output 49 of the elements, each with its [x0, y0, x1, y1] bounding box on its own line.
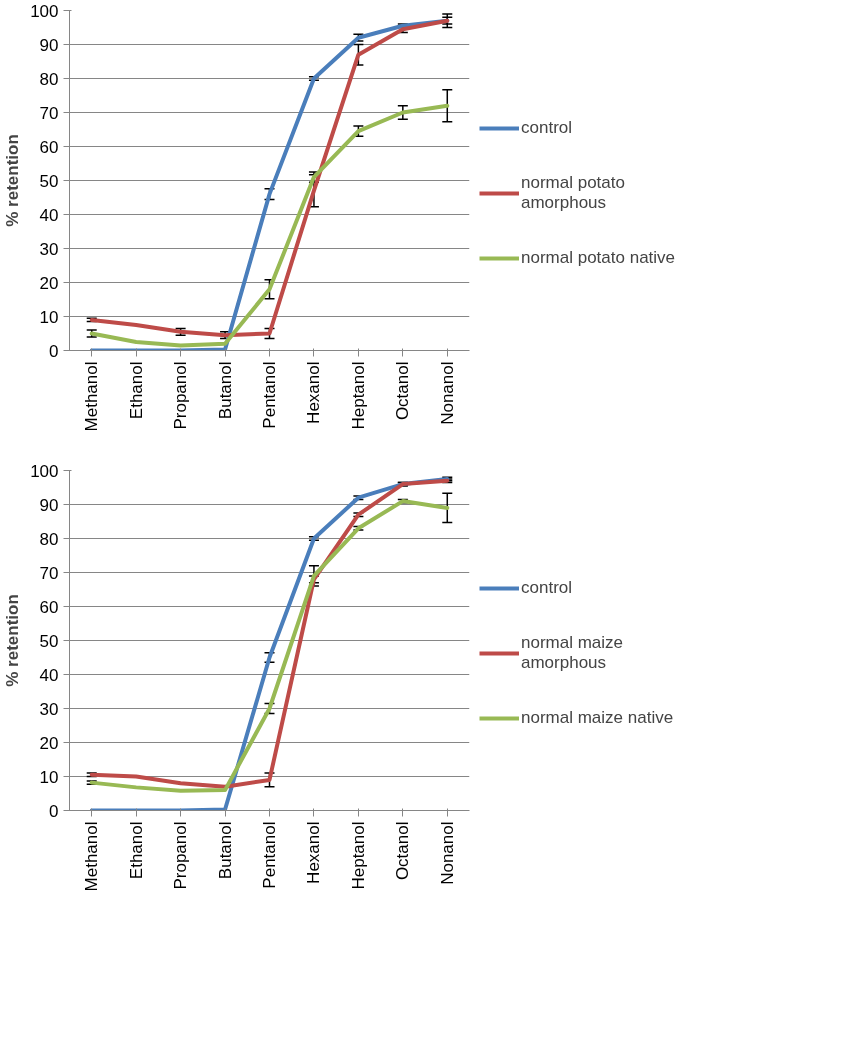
y-tick-label: 90 — [39, 495, 59, 515]
y-axis-title: % retention — [3, 134, 23, 227]
y-tick-label: 100 — [30, 1, 59, 21]
x-tick-label: Propanol — [171, 361, 191, 430]
y-tick-label: 50 — [39, 171, 59, 191]
x-tick-label: Hexanol — [304, 821, 324, 884]
line-series — [89, 103, 450, 348]
legend-label: normal maize native — [521, 708, 674, 728]
y-axis-title: % retention — [3, 594, 23, 687]
legend-label: normal maize amorphous — [521, 633, 624, 673]
y-tick-label: 60 — [39, 137, 59, 157]
x-tick-label: Nonanol — [437, 361, 457, 425]
y-tick-label: 80 — [39, 69, 59, 89]
y-tick-label: 100 — [30, 461, 59, 481]
legend-label: control — [521, 578, 573, 598]
x-tick-label: Propanol — [171, 821, 191, 890]
x-tick-label: Heptanol — [348, 361, 368, 430]
y-tick-label: 70 — [39, 563, 59, 583]
x-tick-label: Butanol — [215, 821, 235, 880]
legend-label: normal potato native — [521, 248, 676, 268]
x-tick-label: Ethanol — [126, 361, 146, 420]
y-tick-label: 0 — [49, 341, 59, 361]
x-tick-label: Heptanol — [348, 821, 368, 890]
legend-label: control — [521, 118, 573, 138]
x-tick-label: Butanol — [215, 361, 235, 420]
y-tick-label: 20 — [39, 733, 59, 753]
x-tick-label: Pentanol — [260, 821, 279, 889]
y-tick-label: 80 — [39, 529, 59, 549]
y-tick-label: 60 — [39, 597, 59, 617]
x-tick-label: Ethanol — [126, 821, 146, 880]
x-tick-label: Octanol — [393, 821, 413, 881]
x-tick-label: Methanol — [82, 361, 102, 432]
y-tick-label: 30 — [39, 699, 59, 719]
x-tick-label: Octanol — [393, 361, 413, 421]
x-tick-label: Pentanol — [260, 361, 279, 429]
y-tick-label: 50 — [39, 631, 59, 651]
y-tick-label: 0 — [49, 801, 59, 821]
y-tick-label: 90 — [39, 35, 59, 55]
x-tick-label: Nonanol — [437, 821, 457, 885]
x-tick-label: Methanol — [82, 821, 102, 892]
x-tick-label: Hexanol — [304, 361, 324, 424]
y-tick-label: 40 — [39, 205, 59, 225]
legend-label: normal potato amorphous — [521, 173, 625, 213]
y-tick-label: 10 — [39, 307, 59, 327]
y-tick-label: 10 — [39, 767, 59, 787]
y-tick-label: 70 — [39, 103, 59, 123]
y-tick-label: 20 — [39, 273, 59, 293]
y-tick-label: 30 — [39, 239, 59, 259]
y-tick-label: 40 — [39, 665, 59, 685]
